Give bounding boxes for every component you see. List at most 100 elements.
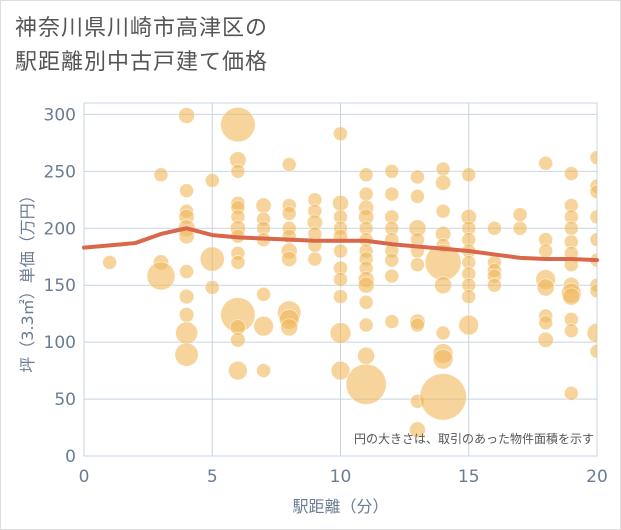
data-point-bubble xyxy=(178,107,195,124)
y-tick-label: 50 xyxy=(54,390,76,410)
data-point-bubble xyxy=(435,203,451,219)
trend-line xyxy=(82,226,599,263)
data-point-bubble xyxy=(384,314,400,330)
data-point-bubble xyxy=(589,150,597,166)
data-point-bubble xyxy=(255,197,272,214)
data-point-bubble xyxy=(333,272,348,287)
data-point-bubble xyxy=(563,166,579,182)
data-point-bubble xyxy=(179,183,195,199)
x-tick-label: 15 xyxy=(458,467,480,487)
data-point-bubble xyxy=(410,169,425,185)
data-point-bubble xyxy=(384,268,400,284)
data-point-bubble xyxy=(333,289,348,304)
data-point-bubble xyxy=(589,283,597,299)
data-point-bubble xyxy=(538,155,554,171)
data-point-bubble xyxy=(332,194,349,212)
data-point-bubble xyxy=(281,250,298,268)
y-tick-label: 300 xyxy=(44,105,76,125)
data-point-bubble xyxy=(333,126,348,142)
data-point-bubble xyxy=(204,173,220,188)
data-point-bubble xyxy=(589,343,597,359)
data-point-bubble xyxy=(280,318,299,337)
data-point-bubble xyxy=(586,322,597,344)
y-tick-label: 200 xyxy=(44,219,76,239)
data-point-bubble xyxy=(281,157,297,172)
data-point-bubble xyxy=(230,332,246,348)
data-point-bubble xyxy=(562,287,581,306)
y-axis-label: 坪（3.3㎡）単価（万円） xyxy=(18,187,37,372)
data-point-bubble xyxy=(589,184,597,200)
data-point-bubble xyxy=(146,261,176,291)
y-tick-label: 100 xyxy=(44,333,76,353)
y-tick-label: 0 xyxy=(65,447,76,467)
data-point-bubble xyxy=(563,220,579,236)
data-point-bubble xyxy=(458,314,480,336)
bubble-size-note: 円の大きさは、取引のあった物件面積を示す xyxy=(354,431,594,446)
data-point-bubble xyxy=(204,280,220,295)
x-tick-label: 10 xyxy=(330,467,352,487)
data-point-bubble xyxy=(228,360,248,381)
data-point-bubble xyxy=(358,317,374,333)
data-point-bubble xyxy=(357,276,375,294)
data-point-bubble xyxy=(230,255,246,270)
data-point-bubble xyxy=(419,373,467,421)
data-point-bubble xyxy=(432,348,454,370)
data-point-bubble xyxy=(179,264,195,279)
data-point-bubble xyxy=(563,385,579,401)
data-point-bubble xyxy=(434,276,453,295)
data-point-bubble xyxy=(178,288,195,305)
x-tick-label: 5 xyxy=(207,467,218,487)
y-tick-label: 250 xyxy=(44,162,76,182)
data-point-bubble xyxy=(410,257,425,273)
data-point-bubble xyxy=(410,317,425,333)
data-point-bubble xyxy=(358,186,374,202)
tick-labels: 0 50 100 150 200 250 300 0 5 10 15 20 xyxy=(44,105,608,487)
data-point-bubble xyxy=(384,163,400,179)
data-point-bubble xyxy=(435,325,451,341)
data-point-bubble xyxy=(230,163,246,179)
trend-line-group xyxy=(82,226,599,263)
data-point-bubble xyxy=(563,323,579,339)
data-point-bubble xyxy=(435,174,452,191)
data-point-bubble xyxy=(384,186,400,202)
x-tick-label: 20 xyxy=(586,467,608,487)
data-point-bubble xyxy=(435,161,451,177)
chart-title: 神奈川県川崎市高津区の 駅距離別中古戸建て価格 xyxy=(15,12,268,80)
data-point-bubble xyxy=(281,206,297,221)
data-point-bubble xyxy=(409,421,426,439)
data-point-bubble xyxy=(536,278,555,297)
data-point-bubble xyxy=(174,342,199,367)
data-point-bubble xyxy=(256,363,271,378)
data-point-bubble xyxy=(175,321,199,345)
data-point-bubble xyxy=(512,220,528,236)
data-point-bubble xyxy=(102,255,118,270)
data-point-bubble xyxy=(358,294,374,310)
data-point-bubble xyxy=(307,251,323,267)
data-point-bubble xyxy=(538,243,554,259)
data-point-bubble xyxy=(220,106,256,143)
x-axis-label: 駅距離（分） xyxy=(292,497,388,516)
data-point-bubble xyxy=(358,167,374,183)
data-point-bubble xyxy=(589,232,597,248)
y-tick-label: 150 xyxy=(44,276,76,296)
chart-title-line-2: 駅距離別中古戸建て価格 xyxy=(15,50,269,75)
data-point-bubble xyxy=(461,289,477,304)
data-point-bubble xyxy=(153,167,169,183)
chart-title-line-1: 神奈川県川崎市高津区の xyxy=(15,16,269,41)
data-point-bubble xyxy=(178,307,195,323)
data-point-bubble xyxy=(410,188,425,204)
data-point-bubble xyxy=(384,252,400,268)
data-point-bubble xyxy=(333,243,348,259)
data-point-bubble xyxy=(486,220,502,236)
data-point-bubble xyxy=(199,246,225,272)
x-tick-label: 0 xyxy=(79,467,90,487)
data-point-bubble xyxy=(329,322,352,344)
data-point-bubble xyxy=(461,167,477,183)
data-point-bubble xyxy=(537,331,554,348)
data-point-bubble xyxy=(253,315,274,337)
bubbles xyxy=(102,106,597,439)
data-point-bubble xyxy=(512,207,528,222)
data-point-bubble xyxy=(330,360,351,381)
data-point-bubble xyxy=(256,286,271,302)
